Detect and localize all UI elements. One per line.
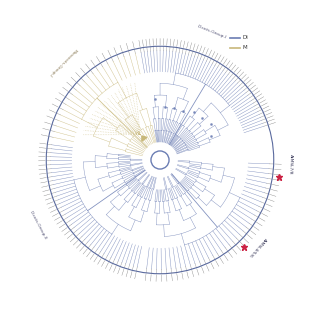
Text: Monocots-Group-I: Monocots-Group-I <box>47 47 77 77</box>
Text: M: M <box>242 45 247 50</box>
Polygon shape <box>142 136 147 141</box>
Text: AtMSL7/8: AtMSL7/8 <box>288 154 293 175</box>
Text: AtMSL4/5/6: AtMSL4/5/6 <box>247 237 267 258</box>
Text: Di: Di <box>242 35 248 40</box>
Text: Dicots-Group-I: Dicots-Group-I <box>197 24 227 39</box>
Text: Dicots-Group-II: Dicots-Group-II <box>28 210 47 240</box>
